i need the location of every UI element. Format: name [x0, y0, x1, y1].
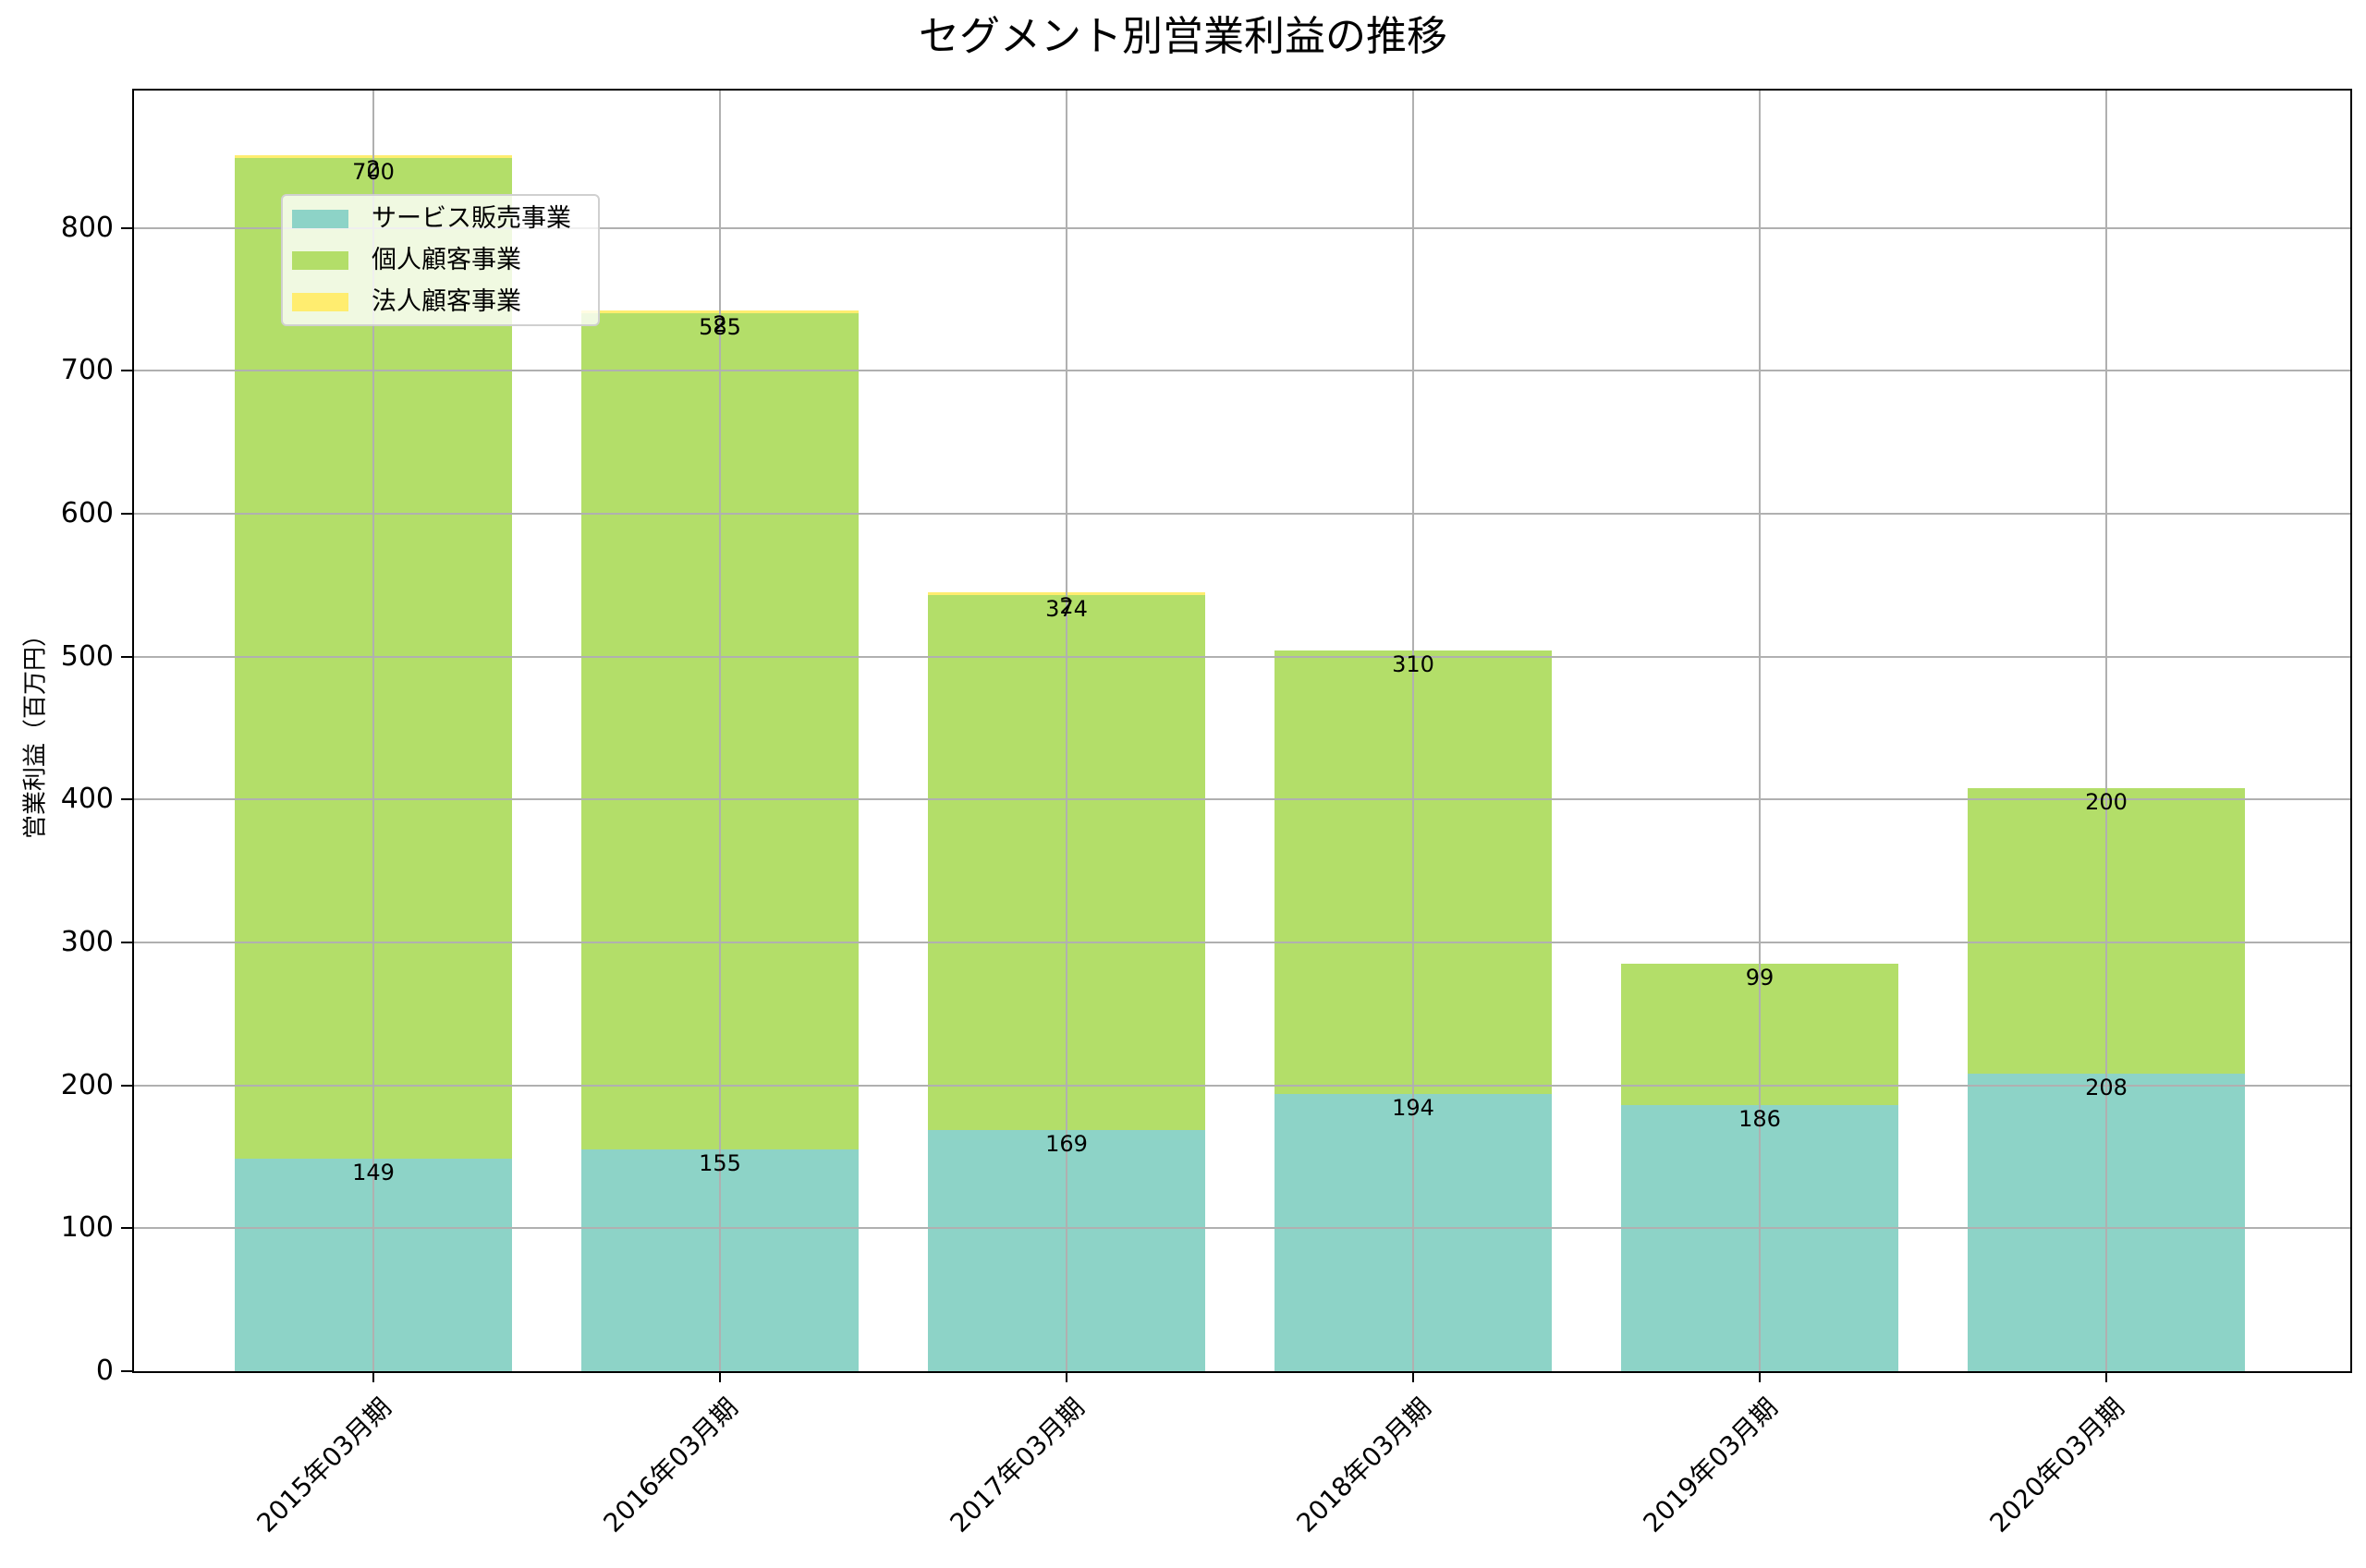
y-tick-label: 300	[60, 925, 114, 958]
y-tick	[121, 370, 132, 372]
legend-label: サービス販売事業	[372, 204, 571, 233]
data-labels: 149 700 2 155 585 2 169 374 2 194 310 186 99 208 200	[134, 91, 2350, 1371]
data-label: 2	[713, 311, 727, 338]
gridline-vertical	[2105, 91, 2107, 1371]
legend-item-individual: 個人顧客事業	[292, 247, 521, 274]
x-tick-label: 2018年03月期	[1290, 1392, 1437, 1538]
y-tick	[121, 655, 132, 658]
x-tick	[372, 1371, 374, 1382]
y-tick	[121, 798, 132, 801]
legend-swatch-individual	[292, 251, 348, 270]
x-tick-label: 2020年03月期	[1983, 1392, 2130, 1538]
y-tick	[121, 512, 132, 515]
gridline-vertical	[372, 91, 374, 1371]
data-label: 374	[1045, 596, 1088, 623]
y-tick	[121, 1227, 132, 1230]
gridline-vertical	[1759, 91, 1761, 1371]
legend: サービス販売事業 個人顧客事業 法人顧客事業	[281, 194, 600, 326]
x-tick	[1759, 1371, 1761, 1382]
y-tick-label: 200	[60, 1068, 114, 1101]
data-label: 208	[2085, 1075, 2128, 1101]
y-tick	[121, 941, 132, 943]
y-tick-label: 400	[60, 783, 114, 816]
y-tick	[121, 226, 132, 229]
data-label: 2	[366, 155, 381, 182]
data-label: 169	[1045, 1130, 1088, 1157]
plot-area: 149 700 2 155 585 2 169 374 2 194 310 186 99 208 200 サ…	[132, 89, 2352, 1373]
data-label: 310	[1392, 651, 1434, 678]
gridline-horizontal	[134, 226, 2350, 229]
chart-title: セグメント別営業利益の推移	[919, 13, 1447, 60]
y-tick-label: 0	[95, 1355, 114, 1387]
legend-label: 個人顧客事業	[372, 246, 521, 274]
y-tick-label: 100	[60, 1211, 114, 1245]
gridline-horizontal	[134, 655, 2350, 658]
data-label: 186	[1738, 1106, 1781, 1133]
legend-swatch-service	[292, 210, 348, 228]
data-label: 149	[352, 1159, 395, 1185]
x-tick-label: 2017年03月期	[944, 1392, 1091, 1538]
y-tick	[121, 1084, 132, 1087]
gridline-horizontal	[134, 370, 2350, 372]
x-tick	[1066, 1371, 1067, 1382]
y-tick-label: 600	[60, 496, 114, 529]
x-tick	[2105, 1371, 2107, 1382]
x-tick-label: 2019年03月期	[1637, 1392, 1784, 1538]
data-label: 99	[1745, 965, 1774, 991]
legend-label: 法人顧客事業	[372, 287, 521, 316]
legend-item-corporate: 法人顧客事業	[292, 288, 521, 316]
legend-item-service: サービス販売事業	[292, 205, 571, 233]
x-tick-label: 2016年03月期	[597, 1392, 744, 1538]
y-tick	[121, 1370, 132, 1372]
x-tick	[719, 1371, 721, 1382]
gridline-vertical	[1066, 91, 1067, 1371]
x-tick-label: 2015年03月期	[250, 1392, 397, 1538]
y-tick-label: 700	[60, 354, 114, 387]
legend-swatch-corporate	[292, 293, 348, 311]
gridline-horizontal	[134, 941, 2350, 943]
x-tick	[1412, 1371, 1414, 1382]
data-label: 700	[352, 158, 395, 185]
y-tick-label: 500	[60, 639, 114, 673]
gridline-vertical	[1412, 91, 1414, 1371]
data-label: 2	[1059, 592, 1074, 619]
grid	[134, 91, 2350, 1371]
data-label: 585	[699, 314, 741, 341]
gridline-horizontal	[134, 1084, 2350, 1087]
gridline-vertical	[719, 91, 721, 1371]
data-label: 194	[1392, 1094, 1434, 1121]
data-label: 200	[2085, 788, 2128, 815]
gridline-horizontal	[134, 798, 2350, 801]
gridline-horizontal	[134, 1227, 2350, 1230]
y-tick-label: 800	[60, 211, 114, 244]
data-label: 155	[699, 1150, 741, 1177]
gridline-horizontal	[134, 512, 2350, 515]
